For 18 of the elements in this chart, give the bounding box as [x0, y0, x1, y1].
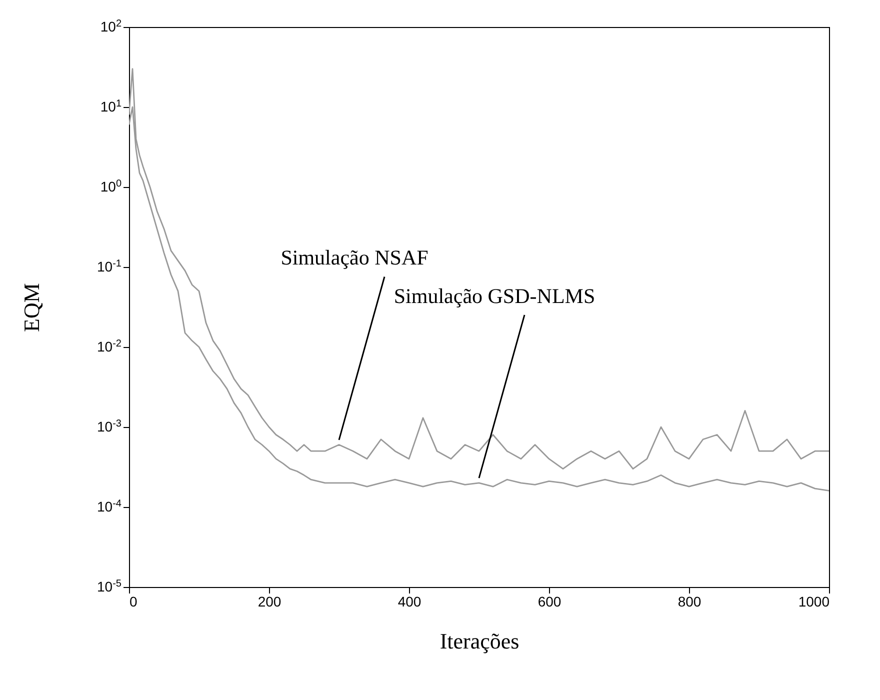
x-tick-label: 600 [538, 594, 562, 610]
y-tick-label: 10$^{-4}$ [97, 498, 122, 514]
x-tick-label: 1000 [798, 594, 830, 610]
annotation: Simulação NSAF [280, 246, 428, 270]
x-tick-label: 0 [130, 594, 138, 610]
y-tick-label: 10$^{0}$ [100, 178, 122, 194]
y-axis-title: EQM [18, 283, 44, 332]
x-axis-title: Iterações [440, 628, 520, 654]
x-tick-label: 200 [258, 594, 282, 610]
y-tick-label: 10$^{-1}$ [97, 258, 122, 274]
y-tick-label: 10$^{-2}$ [97, 338, 122, 354]
x-tick-label: 400 [398, 594, 422, 610]
x-tick-label: 800 [678, 594, 702, 610]
y-tick-label: 10$^{-3}$ [97, 418, 122, 434]
y-tick-label: 10$^{1}$ [100, 98, 122, 114]
annotation: Simulação GSD-NLMS [394, 284, 596, 308]
y-tick-label: 10$^{2}$ [100, 18, 122, 34]
y-tick-label: 10$^{-5}$ [97, 578, 122, 594]
